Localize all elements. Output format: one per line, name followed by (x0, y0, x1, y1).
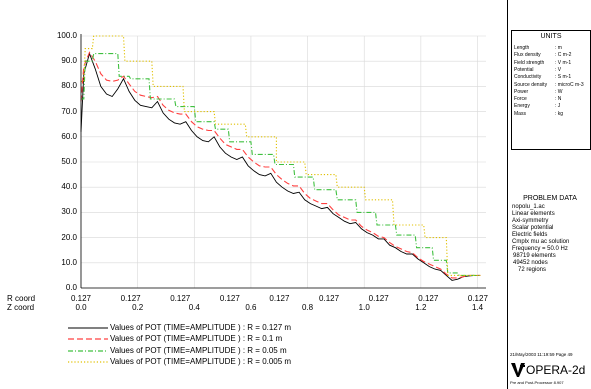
axis-layer (80, 34, 486, 289)
problem-data-line: Electric fields (512, 232, 548, 238)
unit-label: Energy (514, 103, 530, 110)
unit-value: : m (555, 45, 562, 51)
y-tick-label: 20.0 (61, 232, 77, 242)
r-tick-label: 0.127 (418, 294, 439, 303)
opera-logo-text: OPERA-2d (526, 363, 586, 377)
opera-logo: OPERA-2d (510, 361, 591, 379)
processor-label: Pre and Post-Processor 8.907 (510, 380, 564, 385)
problem-data-line: Cmplx mu ac solution (512, 239, 570, 245)
legend-label: Values of POT (TIME=AMPLITUDE ) : R = 0.… (110, 356, 292, 366)
series-line-2 (80, 51, 481, 279)
z-tick-label: 0.4 (188, 303, 200, 312)
problem-data-line: Scalar potential (512, 225, 554, 231)
y-tick-label: 10.0 (61, 257, 77, 267)
unit-label: Potential (514, 66, 534, 73)
unit-label: Field strength (514, 59, 545, 66)
problem-data-line: Axi-symmetry (512, 218, 549, 224)
units-title: UNITS (540, 33, 562, 40)
y-tick-label: 80.0 (61, 81, 77, 91)
units-box: UNITS Length : m Flux density : C m-2 Field … (511, 30, 591, 150)
y-tick-label: 90.0 (61, 56, 77, 66)
problem-data-line: nopolu_1.ac (512, 204, 545, 210)
problem-data-box: PROBLEM DATA nopolu_1.ac Linear elements A… (510, 193, 590, 273)
z-tick-label: 0.8 (302, 303, 314, 312)
unit-label: Mass (514, 110, 526, 117)
problem-data-title: PROBLEM DATA (523, 195, 577, 202)
problem-data-line: 72 regions (518, 267, 547, 273)
unit-value: : kg (555, 110, 564, 117)
unit-value: : J (555, 103, 561, 110)
z-tick-label: 0.2 (132, 303, 144, 312)
y-tick-label: 50.0 (61, 157, 77, 166)
grid-layer (80, 35, 486, 289)
unit-value: : C m-2 (555, 52, 572, 59)
unit-label: Length (514, 45, 530, 51)
series-line-1 (80, 52, 481, 281)
problem-data-line: Linear elements (512, 211, 555, 217)
y-tick-label: 100.0 (56, 31, 77, 40)
vf-logo-icon (511, 363, 525, 377)
unit-value: : W (555, 88, 563, 95)
timestamp: 21/May/2003 11:19:59 Page 49 (510, 352, 573, 357)
r-coord-label: R coord (7, 294, 36, 303)
y-tick-label: 30.0 (61, 207, 77, 217)
y-tick-label: 40.0 (61, 182, 77, 192)
unit-label: Flux density (514, 52, 541, 59)
z-coord-label: Z coord (7, 303, 35, 312)
y-tick-label: 70.0 (61, 106, 77, 116)
legend-swatch (68, 361, 108, 363)
legend-swatch (68, 349, 108, 352)
r-tick-label: 0.127 (219, 294, 240, 303)
legend-label: Values of POT (TIME=AMPLITUDE ) : R = 0.… (110, 334, 283, 344)
y-tick-label: 60.0 (61, 131, 77, 141)
unit-value: : N (555, 96, 562, 103)
legend-label: Values of POT (TIME=AMPLITUDE ) : R = 0.… (110, 345, 287, 355)
series-line-4 (81, 35, 481, 276)
r-tick-label: 0.127 (70, 294, 92, 303)
z-tick-label: 0.6 (245, 303, 257, 312)
problem-data-line: 98719 elements (513, 253, 556, 259)
series-layer (80, 35, 481, 281)
unit-label: Force (514, 96, 527, 103)
z-tick-label: 1.2 (415, 303, 427, 312)
unit-value: : S m-1 (555, 74, 572, 81)
unit-label: Conductivity (514, 74, 542, 81)
unit-value: : V m-1 (555, 59, 572, 66)
z-tick-label: 1.4 (471, 303, 484, 312)
problem-data-panel: PROBLEM DATA nopolu_1.ac Linear elements A… (507, 171, 591, 352)
z-tick-label: 0.0 (75, 303, 87, 312)
y-tick-label: 0.0 (65, 283, 77, 292)
legend-swatch (68, 338, 108, 340)
line-chart (80, 34, 486, 289)
footer-panel: 21/May/2003 11:19:59 Page 49 OPERA-2d Pr… (507, 351, 591, 389)
unit-value: : microC m-3 (555, 81, 584, 88)
r-tick-label: 0.127 (368, 294, 389, 303)
z-tick-label: 1.0 (358, 303, 370, 312)
series-line-3 (81, 53, 481, 276)
units-panel: UNITS Length : m Flux density : C m-2 Field … (507, 0, 591, 172)
problem-data-line: 49452 nodes (513, 260, 548, 266)
problem-data-line: Frequency = 50.0 Hz (512, 246, 568, 252)
unit-label: Power (514, 88, 529, 95)
r-tick-label: 0.127 (170, 294, 191, 303)
legend-swatch (68, 327, 108, 329)
r-tick-label: 0.127 (120, 294, 141, 303)
legend-label: Values of POT (TIME=AMPLITUDE ) : R = 0.… (110, 323, 292, 332)
r-tick-label: 0.127 (269, 294, 290, 303)
unit-label: Source density (514, 81, 548, 88)
r-tick-label: 0.127 (319, 294, 340, 303)
r-tick-label: 0.127 (467, 294, 488, 303)
unit-value: : V (555, 66, 562, 73)
